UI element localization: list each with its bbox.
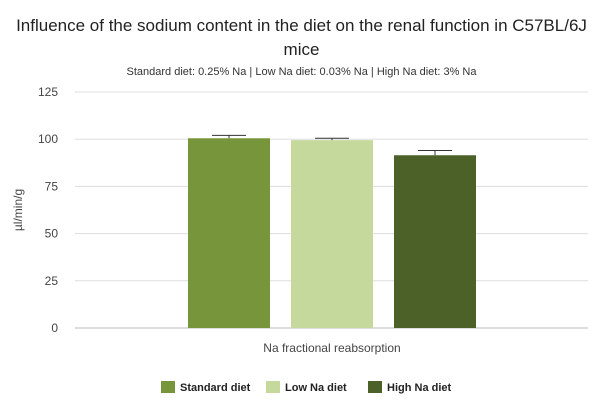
legend-label: High Na diet <box>387 382 452 394</box>
chart-subtitle: Standard diet: 0.25% Na | Low Na diet: 0… <box>126 66 477 78</box>
y-tick-label: 50 <box>45 227 59 241</box>
legend-swatch <box>368 381 382 393</box>
legend: Standard diet Low Na diet High Na diet <box>161 381 452 394</box>
y-axis-label: µl/min/g <box>11 189 25 231</box>
y-tick-label: 25 <box>45 274 59 288</box>
legend-swatch <box>266 381 280 393</box>
x-axis-label: Na fractional reabsorption <box>263 341 400 355</box>
y-tick-label: 100 <box>38 132 58 146</box>
bars <box>188 134 476 328</box>
bar-standard-diet <box>188 138 270 328</box>
bar-high-na-diet <box>394 155 476 328</box>
bar-low-na-diet <box>291 140 373 328</box>
y-tick-labels: 0 25 50 75 100 125 <box>38 85 58 335</box>
legend-label: Standard diet <box>180 382 251 394</box>
chart-title: Influence of the sodium content in the d… <box>16 16 587 59</box>
y-tick-label: 75 <box>45 179 59 193</box>
y-tick-label: 125 <box>38 85 58 99</box>
y-tick-label: 0 <box>51 321 58 335</box>
legend-swatch <box>161 381 175 393</box>
legend-label: Low Na diet <box>285 382 347 394</box>
